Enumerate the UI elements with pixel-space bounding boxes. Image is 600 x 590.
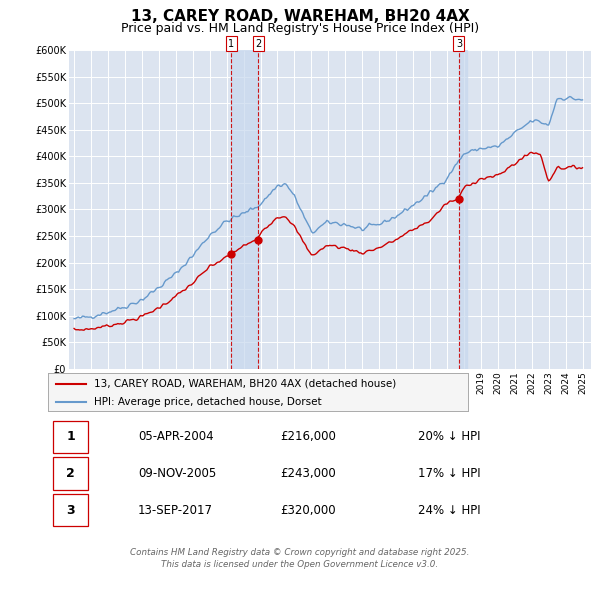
Text: 3: 3 [456, 39, 462, 49]
Text: 1: 1 [228, 39, 234, 49]
Text: 13-SEP-2017: 13-SEP-2017 [138, 504, 213, 517]
Text: Contains HM Land Registry data © Crown copyright and database right 2025.
This d: Contains HM Land Registry data © Crown c… [130, 548, 470, 569]
Bar [459, 50, 467, 369]
Text: 09-NOV-2005: 09-NOV-2005 [138, 467, 216, 480]
Text: HPI: Average price, detached house, Dorset: HPI: Average price, detached house, Dors… [94, 396, 322, 407]
Text: £320,000: £320,000 [280, 504, 336, 517]
Text: £216,000: £216,000 [280, 430, 336, 443]
Text: 1: 1 [66, 430, 75, 443]
Text: 3: 3 [66, 504, 75, 517]
Text: 05-APR-2004: 05-APR-2004 [138, 430, 214, 443]
Text: 13, CAREY ROAD, WAREHAM, BH20 4AX (detached house): 13, CAREY ROAD, WAREHAM, BH20 4AX (detac… [94, 379, 397, 389]
Bar [231, 50, 258, 369]
Text: 17% ↓ HPI: 17% ↓ HPI [418, 467, 480, 480]
Text: 24% ↓ HPI: 24% ↓ HPI [418, 504, 480, 517]
FancyBboxPatch shape [53, 457, 88, 490]
Text: 13, CAREY ROAD, WAREHAM, BH20 4AX: 13, CAREY ROAD, WAREHAM, BH20 4AX [131, 9, 469, 24]
FancyBboxPatch shape [53, 494, 88, 526]
Text: 2: 2 [255, 39, 261, 49]
Text: 20% ↓ HPI: 20% ↓ HPI [418, 430, 480, 443]
FancyBboxPatch shape [53, 421, 88, 453]
Text: Price paid vs. HM Land Registry's House Price Index (HPI): Price paid vs. HM Land Registry's House … [121, 22, 479, 35]
Text: £243,000: £243,000 [280, 467, 336, 480]
Text: 2: 2 [66, 467, 75, 480]
